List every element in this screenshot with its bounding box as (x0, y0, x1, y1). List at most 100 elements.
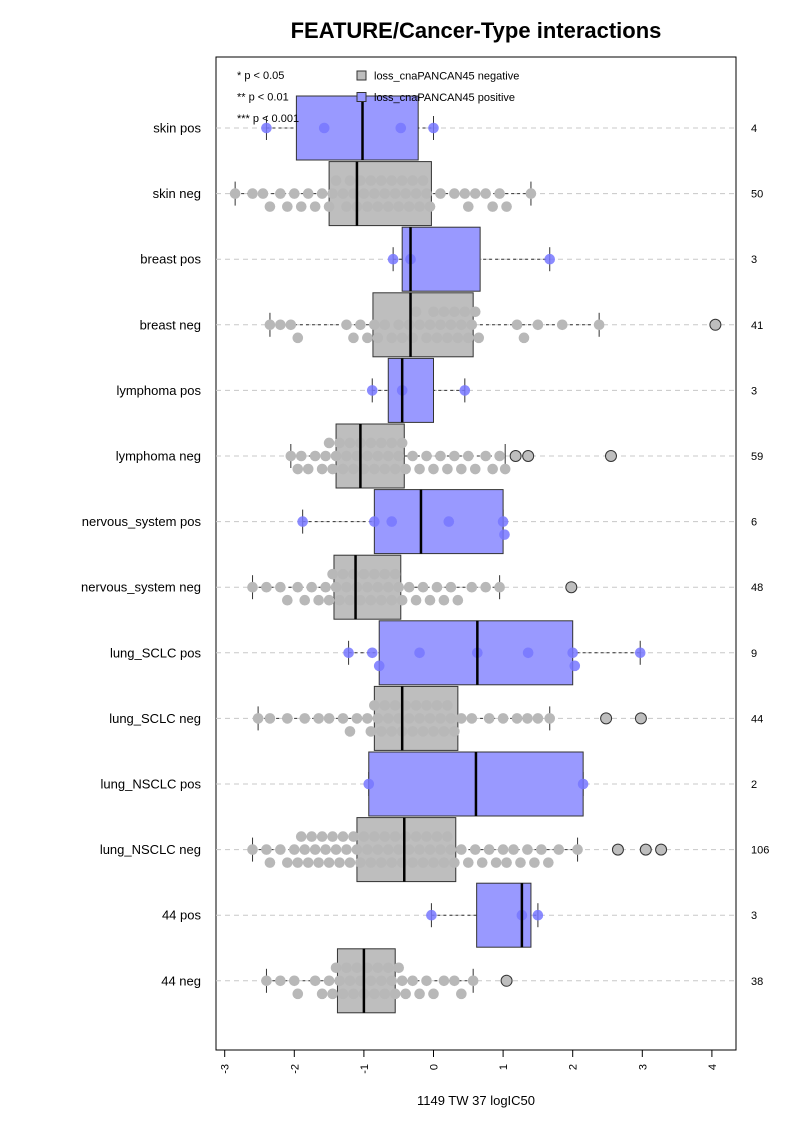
negative-point (438, 726, 450, 737)
negative-point (386, 857, 398, 868)
negative-point (252, 713, 264, 724)
negative-point (396, 857, 408, 868)
negative-point (449, 188, 460, 199)
negative-point (348, 332, 359, 344)
negative-point (466, 713, 478, 724)
negative-point (442, 831, 453, 842)
negative-point (400, 831, 411, 842)
negative-point (302, 857, 314, 868)
negative-point (417, 581, 429, 593)
negative-point (410, 831, 422, 842)
negative-point (247, 188, 258, 199)
significance-legend-item: ** p < 0.01 (237, 92, 289, 104)
negative-point (463, 450, 474, 462)
negative-point (410, 306, 422, 318)
chart-title: FEATURE/Cancer-Type interactions (291, 18, 662, 43)
negative-point (302, 463, 314, 475)
negative-point (344, 437, 356, 449)
negative-point (522, 713, 533, 724)
negative-point (438, 306, 450, 318)
negative-point (382, 201, 394, 212)
negative-point (536, 844, 547, 855)
outlier-point (522, 450, 535, 462)
negative-point (396, 975, 408, 987)
negative-point (532, 319, 544, 331)
negative-point (337, 188, 349, 199)
negative-point (295, 450, 307, 462)
negative-point (529, 857, 540, 868)
negative-point (511, 713, 523, 724)
positive-point (414, 647, 425, 659)
negative-point (435, 844, 446, 855)
negative-point (365, 594, 377, 606)
negative-point (414, 844, 425, 855)
negative-point (264, 201, 276, 212)
negative-point (330, 844, 342, 855)
negative-point (285, 319, 297, 331)
negative-point (330, 581, 342, 593)
negative-point (467, 975, 479, 987)
negative-point (292, 463, 304, 475)
negative-point (494, 450, 505, 462)
positive-point (343, 647, 354, 659)
negative-point (376, 726, 387, 737)
x-tick-label: -1 (359, 1064, 371, 1074)
negative-point (417, 726, 429, 737)
negative-point (295, 201, 307, 212)
legend-label: loss_cnaPANCAN45 positive (374, 92, 515, 104)
negative-point (417, 857, 429, 868)
negative-point (379, 319, 391, 331)
negative-point (431, 332, 443, 344)
negative-point (275, 975, 286, 987)
negative-point (289, 975, 300, 987)
negative-point (386, 726, 398, 737)
positive-point (497, 516, 509, 527)
negative-point (355, 857, 366, 868)
negative-point (494, 581, 505, 593)
negative-point (275, 319, 286, 331)
negative-point (487, 201, 498, 212)
negative-point (365, 437, 377, 449)
negative-point (456, 319, 467, 331)
positive-point (569, 660, 581, 672)
negative-point (292, 857, 304, 868)
negative-point (487, 463, 498, 475)
group-count: 38 (751, 976, 763, 988)
negative-point (438, 975, 450, 987)
negative-point (275, 581, 286, 593)
negative-point (313, 594, 324, 606)
negative-point (407, 726, 418, 737)
negative-point (469, 306, 481, 318)
negative-point (393, 450, 405, 462)
box (387, 357, 435, 423)
point-layer (229, 96, 722, 1013)
negative-point (341, 319, 352, 331)
negative-point (396, 332, 408, 344)
negative-point (309, 201, 321, 212)
positive-point (373, 660, 385, 672)
negative-point (341, 581, 352, 593)
negative-point (480, 581, 492, 593)
negative-point (299, 713, 311, 724)
negative-point (313, 713, 324, 724)
negative-point (323, 975, 335, 987)
positive-point (459, 385, 471, 396)
negative-point (372, 713, 384, 724)
negative-point (229, 188, 241, 199)
negative-point (341, 450, 352, 462)
negative-point (400, 188, 411, 199)
negative-point (497, 844, 509, 855)
group-label: lymphoma neg (116, 449, 201, 464)
negative-point (372, 450, 384, 462)
negative-point (341, 844, 352, 855)
negative-point (302, 188, 314, 199)
negative-point (334, 857, 345, 868)
negative-point (438, 857, 450, 868)
negative-point (351, 962, 363, 974)
group-label: lung_SCLC neg (109, 711, 201, 726)
negative-point (369, 188, 380, 199)
negative-point (428, 463, 439, 475)
negative-point (358, 831, 370, 842)
negative-point (403, 201, 415, 212)
